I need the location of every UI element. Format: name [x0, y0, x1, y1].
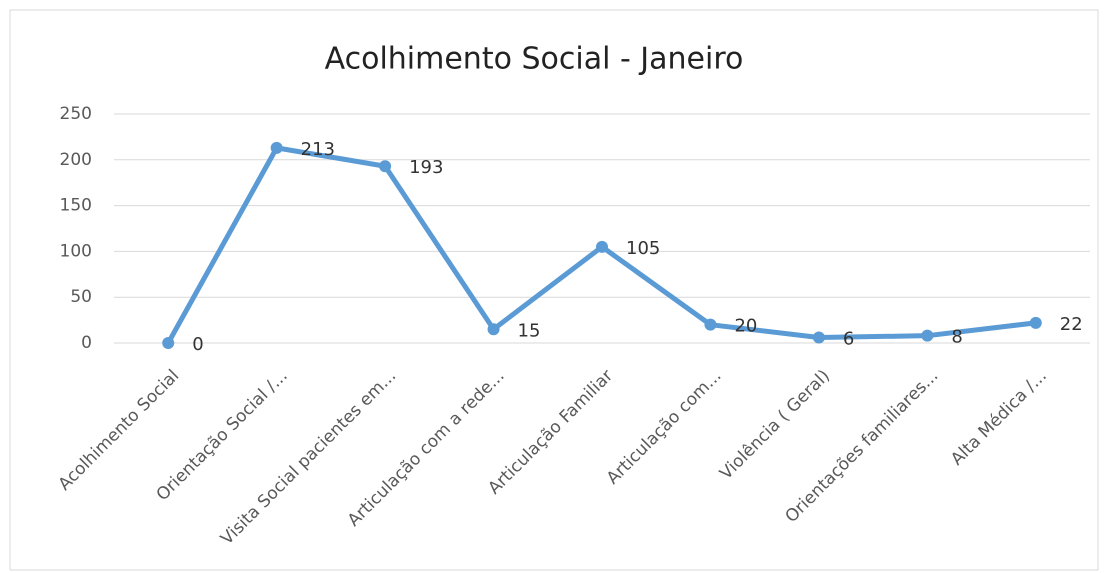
y-tick-label: 200 [60, 150, 92, 170]
data-label: 193 [409, 157, 443, 178]
data-label: 15 [518, 320, 541, 341]
data-point [704, 318, 717, 331]
data-point [162, 337, 175, 349]
data-label: 105 [626, 238, 660, 259]
chart-border [9, 9, 1099, 571]
data-point [270, 141, 283, 154]
data-label: 6 [843, 329, 854, 350]
y-tick-label: 100 [60, 241, 92, 261]
chart-title: Acolhimento Social - Janeiro [325, 42, 744, 77]
data-label: 20 [734, 316, 757, 337]
data-point [596, 240, 608, 253]
y-tick-label: 0 [81, 333, 92, 353]
data-point [1029, 316, 1042, 329]
data-point [921, 329, 934, 342]
data-label: 8 [951, 327, 962, 348]
y-tick-label: 250 [60, 104, 92, 124]
data-label: 213 [301, 139, 335, 160]
data-point [812, 331, 825, 344]
y-tick-label: 50 [70, 287, 92, 307]
data-point [487, 323, 500, 336]
data-point [379, 160, 392, 173]
y-tick-label: 150 [60, 196, 92, 216]
data-label: 0 [192, 334, 203, 355]
data-label: 22 [1060, 314, 1083, 335]
